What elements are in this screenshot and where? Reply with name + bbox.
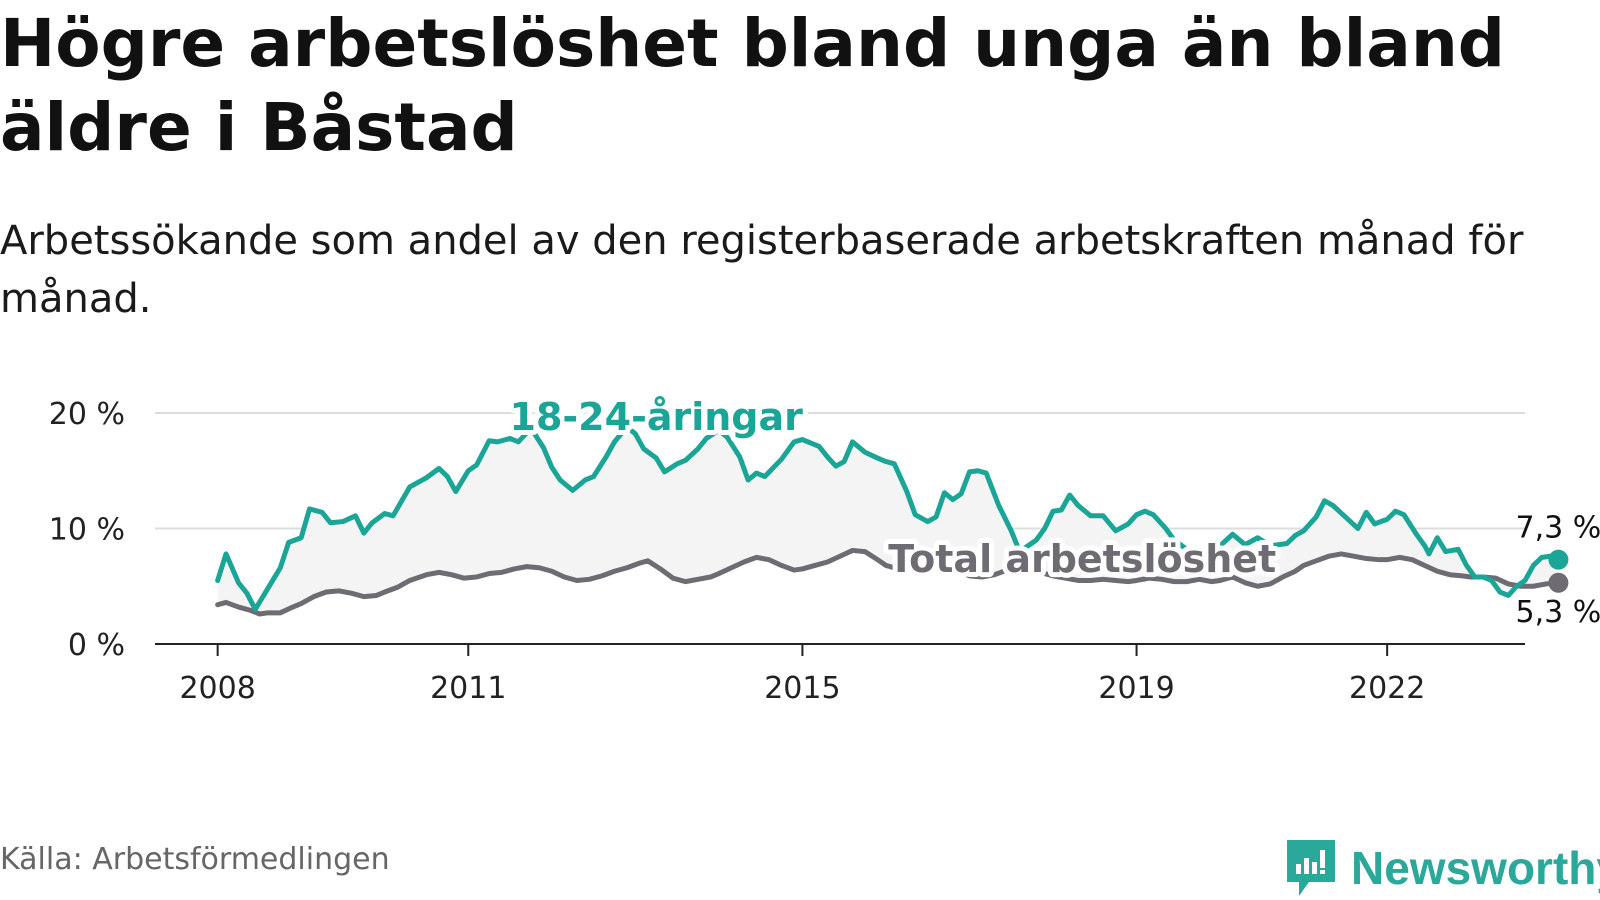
gap-area [217, 426, 1559, 614]
end-label-youth: 7,3 % [1516, 511, 1600, 546]
end-point-total [1548, 572, 1569, 593]
x-tick-label: 2008 [179, 671, 255, 706]
x-tick-label: 2022 [1349, 671, 1425, 706]
line-chart: 0 % 10 % 20 % 2008 2011 2015 2019 2022 18-24-åri… [49, 390, 1600, 706]
page-title: Högre arbetslöshet bland unga än bland ä… [0, 5, 1506, 166]
brand-name: Newsworthy [1351, 842, 1600, 894]
x-tick-label: 2019 [1098, 671, 1174, 706]
x-tick-label: 2011 [430, 671, 506, 706]
source-note: Källa: Arbetsförmedlingen [0, 842, 390, 877]
end-point-youth [1548, 549, 1569, 570]
x-tick-label: 2015 [764, 671, 840, 706]
series-label-total: Total arbetslöshet [888, 537, 1276, 581]
y-tick-label: 0 % [68, 628, 125, 663]
series-label-youth: 18-24-åringar [510, 395, 804, 439]
chart-subtitle: Arbetssökande som andel av den registerb… [0, 218, 1524, 322]
newsworthy-logo-icon [1287, 840, 1335, 896]
newsworthy-brand[interactable]: Newsworthy [1287, 840, 1600, 896]
series-line-total [215, 547, 1561, 617]
series-line-youth [215, 424, 1561, 612]
y-tick-label: 20 % [49, 397, 125, 432]
y-tick-label: 10 % [49, 513, 125, 548]
end-label-total: 5,3 % [1516, 595, 1600, 630]
